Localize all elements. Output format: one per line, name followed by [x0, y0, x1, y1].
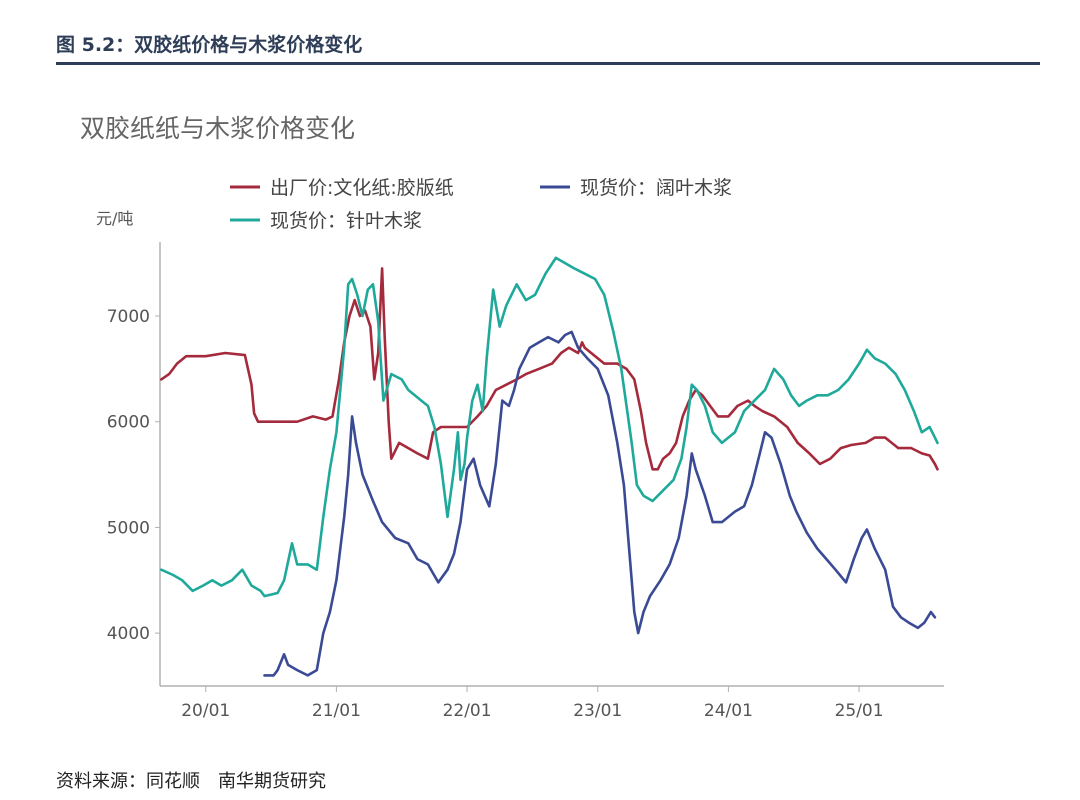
- legend-label: 出厂价:文化纸:胶版纸: [270, 177, 454, 199]
- figure-header: 图 5.2：双胶纸价格与木浆价格变化: [56, 28, 1040, 65]
- x-tick-label: 24/01: [704, 701, 753, 721]
- chart-title: 双胶纸纸与木浆价格变化: [80, 114, 355, 143]
- axes: 4000 5000 6000 7000 20/01 21/01 22/01 23/01 24/0…: [107, 242, 944, 721]
- series-line-3: [160, 256, 939, 598]
- x-tick-label: 20/01: [181, 701, 230, 721]
- legend-label: 现货价：针叶木浆: [270, 210, 422, 232]
- y-axis-label: 元/吨: [96, 209, 133, 228]
- x-tick-label: 21/01: [312, 701, 361, 721]
- legend-entry-3: 现货价：针叶木浆: [230, 210, 422, 232]
- x-tick-label: 22/01: [443, 701, 492, 721]
- x-tick-label: 23/01: [573, 701, 622, 721]
- chart-container: 双胶纸纸与木浆价格变化 元/吨 出厂价:文化纸:胶版纸 现货价：阔叶木浆现货价：针…: [0, 62, 1080, 762]
- legend-label: 现货价：阔叶木浆: [580, 177, 732, 199]
- series-line-2: [263, 330, 937, 677]
- series-layer: [160, 256, 939, 677]
- series-line-1: [160, 267, 939, 471]
- source-note: 资料来源：同花顺 南华期货研究: [56, 771, 326, 792]
- y-tick-label: 4000: [107, 624, 150, 644]
- legend-entry-1: 出厂价:文化纸:胶版纸: [230, 177, 454, 199]
- figure-caption: 图 5.2：双胶纸价格与木浆价格变化: [56, 34, 363, 56]
- x-tick-label: 25/01: [835, 701, 884, 721]
- legend-entry-2: 现货价：阔叶木浆: [540, 177, 732, 199]
- line-chart: 双胶纸纸与木浆价格变化 元/吨 出厂价:文化纸:胶版纸 现货价：阔叶木浆现货价：针…: [80, 114, 944, 721]
- y-tick-label: 6000: [107, 413, 150, 433]
- y-tick-label: 5000: [107, 518, 150, 538]
- y-tick-label: 7000: [107, 307, 150, 327]
